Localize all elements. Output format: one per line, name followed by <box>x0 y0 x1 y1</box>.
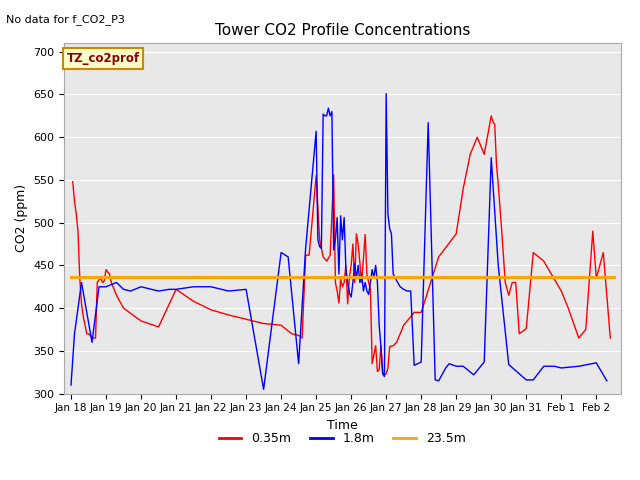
Title: Tower CO2 Profile Concentrations: Tower CO2 Profile Concentrations <box>214 23 470 38</box>
Text: TZ_co2prof: TZ_co2prof <box>67 52 140 65</box>
Legend: 0.35m, 1.8m, 23.5m: 0.35m, 1.8m, 23.5m <box>214 427 471 450</box>
Y-axis label: CO2 (ppm): CO2 (ppm) <box>15 184 28 252</box>
X-axis label: Time: Time <box>327 419 358 432</box>
Text: No data for f_CO2_P3: No data for f_CO2_P3 <box>6 14 125 25</box>
